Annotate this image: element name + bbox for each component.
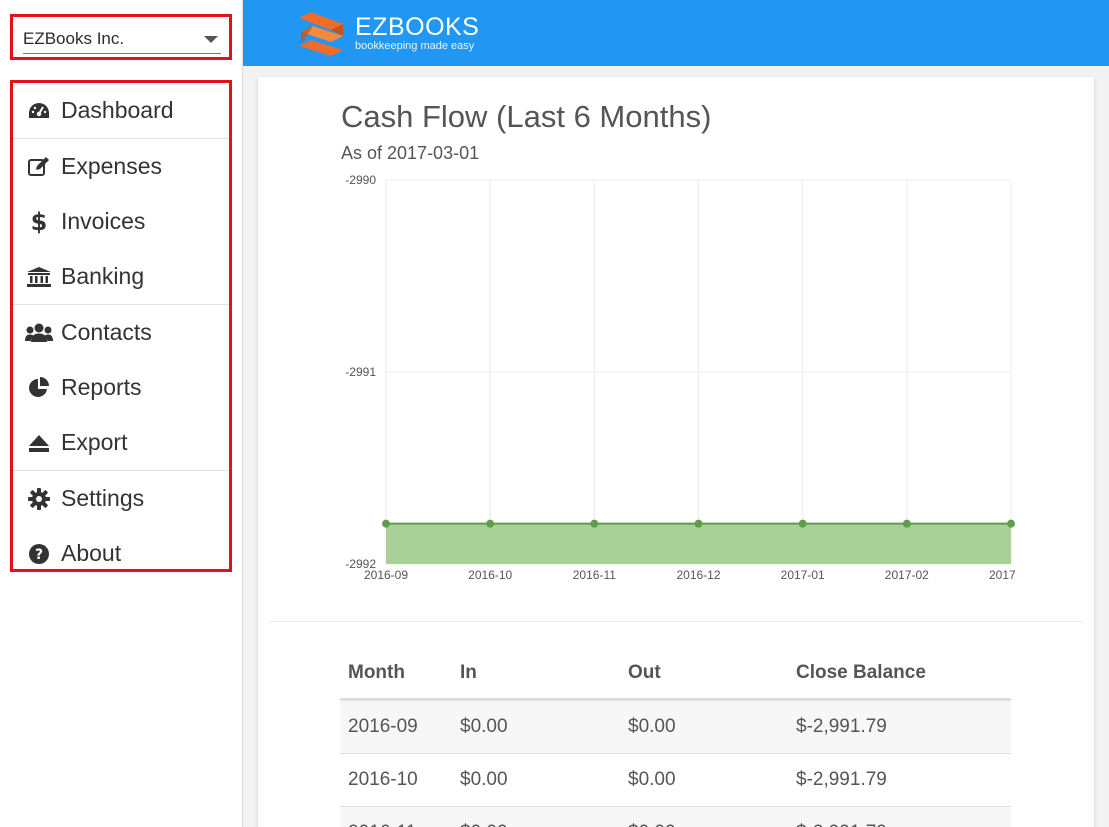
company-selector-box: EZBooks Inc.	[10, 14, 232, 60]
logo-tagline: bookkeeping made easy	[355, 40, 475, 52]
dashboard-icon	[25, 101, 53, 121]
sidebar-item-label: Expenses	[61, 153, 163, 179]
app-logo[interactable]: EZBOOKS bookkeeping made easy	[297, 10, 479, 56]
nav-group-accounting: Expenses $ Invoices Banking	[13, 138, 229, 304]
sidebar-item-label: Dashboard	[61, 97, 174, 123]
gear-icon	[25, 487, 53, 510]
svg-text:?: ?	[35, 547, 43, 563]
cell-balance: $-2,991.79	[796, 769, 887, 790]
cell-out: $0.00	[628, 807, 676, 827]
table-row: 2016-11 $0.00 $0.00 $-2,991.79	[340, 806, 1011, 827]
cell-out: $0.00	[628, 716, 676, 737]
users-icon	[25, 323, 53, 343]
cell-in: $0.00	[460, 769, 508, 790]
edit-icon	[25, 156, 53, 178]
cell-in: $0.00	[460, 716, 508, 737]
sidebar-nav: Dashboard Expenses $ Invoices Banking	[10, 80, 232, 572]
sidebar-item-label: Banking	[61, 263, 145, 289]
cell-month: 2016-09	[348, 716, 418, 737]
sidebar-item-export[interactable]: Export	[13, 415, 229, 470]
table-row: 2016-09 $0.00 $0.00 $-2,991.79	[340, 700, 1011, 753]
sidebar-item-dashboard[interactable]: Dashboard	[13, 83, 229, 138]
x-tick-label: 2017-02	[885, 568, 929, 582]
cash-flow-table: Month In Out Close Balance 2016-09 $0.00…	[340, 648, 1011, 827]
data-point	[590, 519, 599, 528]
chevron-down-icon	[204, 36, 218, 43]
nav-group-system: Settings ? About	[13, 470, 229, 581]
x-tick-label: 2016-10	[468, 568, 512, 582]
column-header-balance[interactable]: Close Balance	[796, 662, 926, 683]
cell-out: $0.00	[628, 769, 676, 790]
top-bar: EZBOOKS bookkeeping made easy	[243, 0, 1109, 66]
cell-month: 2016-11	[348, 807, 416, 827]
cash-flow-card: Cash Flow (Last 6 Months) As of 2017-03-…	[258, 77, 1094, 827]
sidebar-item-invoices[interactable]: $ Invoices	[13, 194, 229, 249]
nav-group-tools: Contacts Reports Export	[13, 304, 229, 470]
column-header-month[interactable]: Month	[348, 662, 405, 683]
company-name: EZBooks Inc.	[23, 29, 125, 48]
series-area	[386, 523, 1011, 564]
question-circle-icon: ?	[25, 543, 53, 565]
y-tick-label: -2992	[345, 557, 376, 571]
data-point	[486, 519, 495, 528]
svg-text:$: $	[31, 209, 47, 235]
column-header-in[interactable]: In	[460, 662, 477, 683]
x-tick-label: 2016-12	[676, 568, 720, 582]
data-point	[382, 519, 390, 528]
y-tick-label: -2991	[345, 365, 376, 379]
cell-balance: $-2,991.79	[796, 807, 887, 827]
page-title: Cash Flow (Last 6 Months)	[341, 99, 712, 134]
data-point	[694, 519, 703, 528]
data-point	[1007, 519, 1015, 528]
table-header-row: Month In Out Close Balance	[340, 648, 1011, 700]
pie-chart-icon	[25, 376, 53, 400]
cell-in: $0.00	[460, 807, 508, 827]
nav-group-main: Dashboard	[13, 83, 229, 138]
sidebar-item-label: Settings	[61, 485, 145, 511]
sidebar-item-banking[interactable]: Banking	[13, 249, 229, 304]
logo-title: EZBOOKS	[355, 13, 480, 41]
sidebar-item-about[interactable]: ? About	[13, 526, 229, 581]
data-point	[798, 519, 807, 528]
dollar-icon: $	[25, 209, 53, 235]
sidebar-item-label: Contacts	[61, 319, 152, 345]
bank-icon	[25, 266, 53, 288]
column-header-out[interactable]: Out	[628, 662, 661, 683]
sidebar: EZBooks Inc. Dashboard Expenses $	[0, 0, 243, 827]
data-point	[902, 519, 911, 528]
sidebar-item-label: Reports	[61, 374, 142, 400]
x-tick-label: 2017-01	[781, 568, 825, 582]
table-row: 2016-10 $0.00 $0.00 $-2,991.79	[340, 753, 1011, 806]
x-tick-label: 2016-09	[364, 568, 408, 582]
sidebar-item-label: About	[61, 540, 122, 566]
eject-icon	[25, 433, 53, 453]
sidebar-item-label: Invoices	[61, 208, 146, 234]
sidebar-item-label: Export	[61, 429, 128, 455]
page-subtitle: As of 2017-03-01	[341, 143, 480, 163]
sidebar-item-reports[interactable]: Reports	[13, 360, 229, 415]
x-tick-label: 2016-11	[573, 568, 616, 582]
sidebar-item-settings[interactable]: Settings	[13, 471, 229, 526]
cell-month: 2016-10	[348, 769, 418, 790]
ezbooks-logo-icon	[299, 12, 343, 56]
y-tick-label: -2990	[345, 173, 376, 187]
cell-balance: $-2,991.79	[796, 716, 887, 737]
sidebar-item-contacts[interactable]: Contacts	[13, 305, 229, 360]
section-divider	[270, 621, 1082, 622]
sidebar-item-expenses[interactable]: Expenses	[13, 139, 229, 194]
x-tick-label: 2017-03	[989, 568, 1016, 582]
company-select[interactable]: EZBooks Inc.	[23, 26, 221, 54]
